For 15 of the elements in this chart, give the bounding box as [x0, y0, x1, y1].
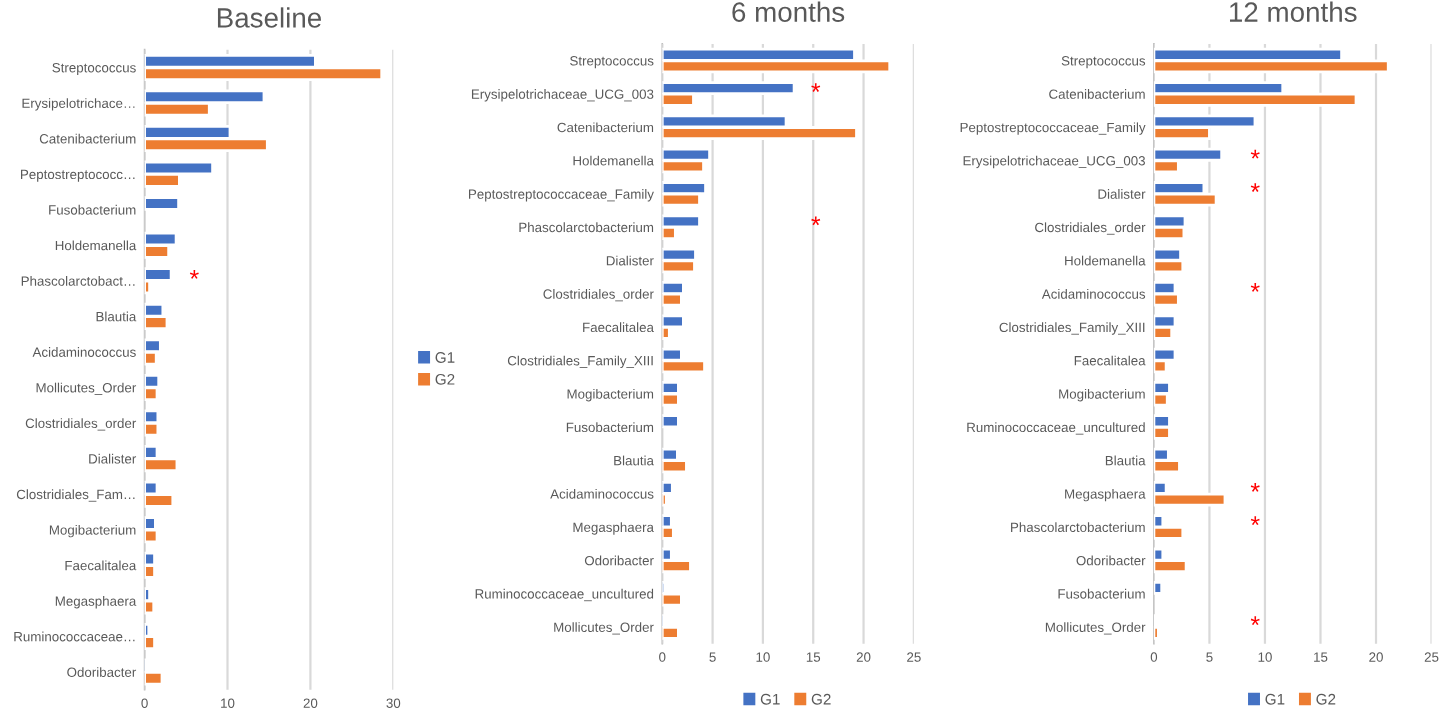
annotation: * — [811, 83, 821, 92]
bar — [144, 196, 180, 211]
bar — [662, 414, 680, 429]
annotation: * — [1250, 183, 1260, 192]
annotation: * — [189, 270, 199, 279]
annotation: * — [1250, 483, 1260, 492]
annotation: * — [1250, 516, 1260, 526]
chart-title: 12 months — [1229, 1, 1357, 22]
chart-title: 6 months — [732, 1, 845, 22]
annotation: * — [1250, 283, 1260, 292]
annotation: * — [811, 216, 821, 226]
chart-title: Baseline — [217, 7, 321, 28]
annotation: * — [1250, 149, 1260, 159]
bar — [1153, 580, 1164, 595]
annotation: * — [1250, 616, 1260, 626]
